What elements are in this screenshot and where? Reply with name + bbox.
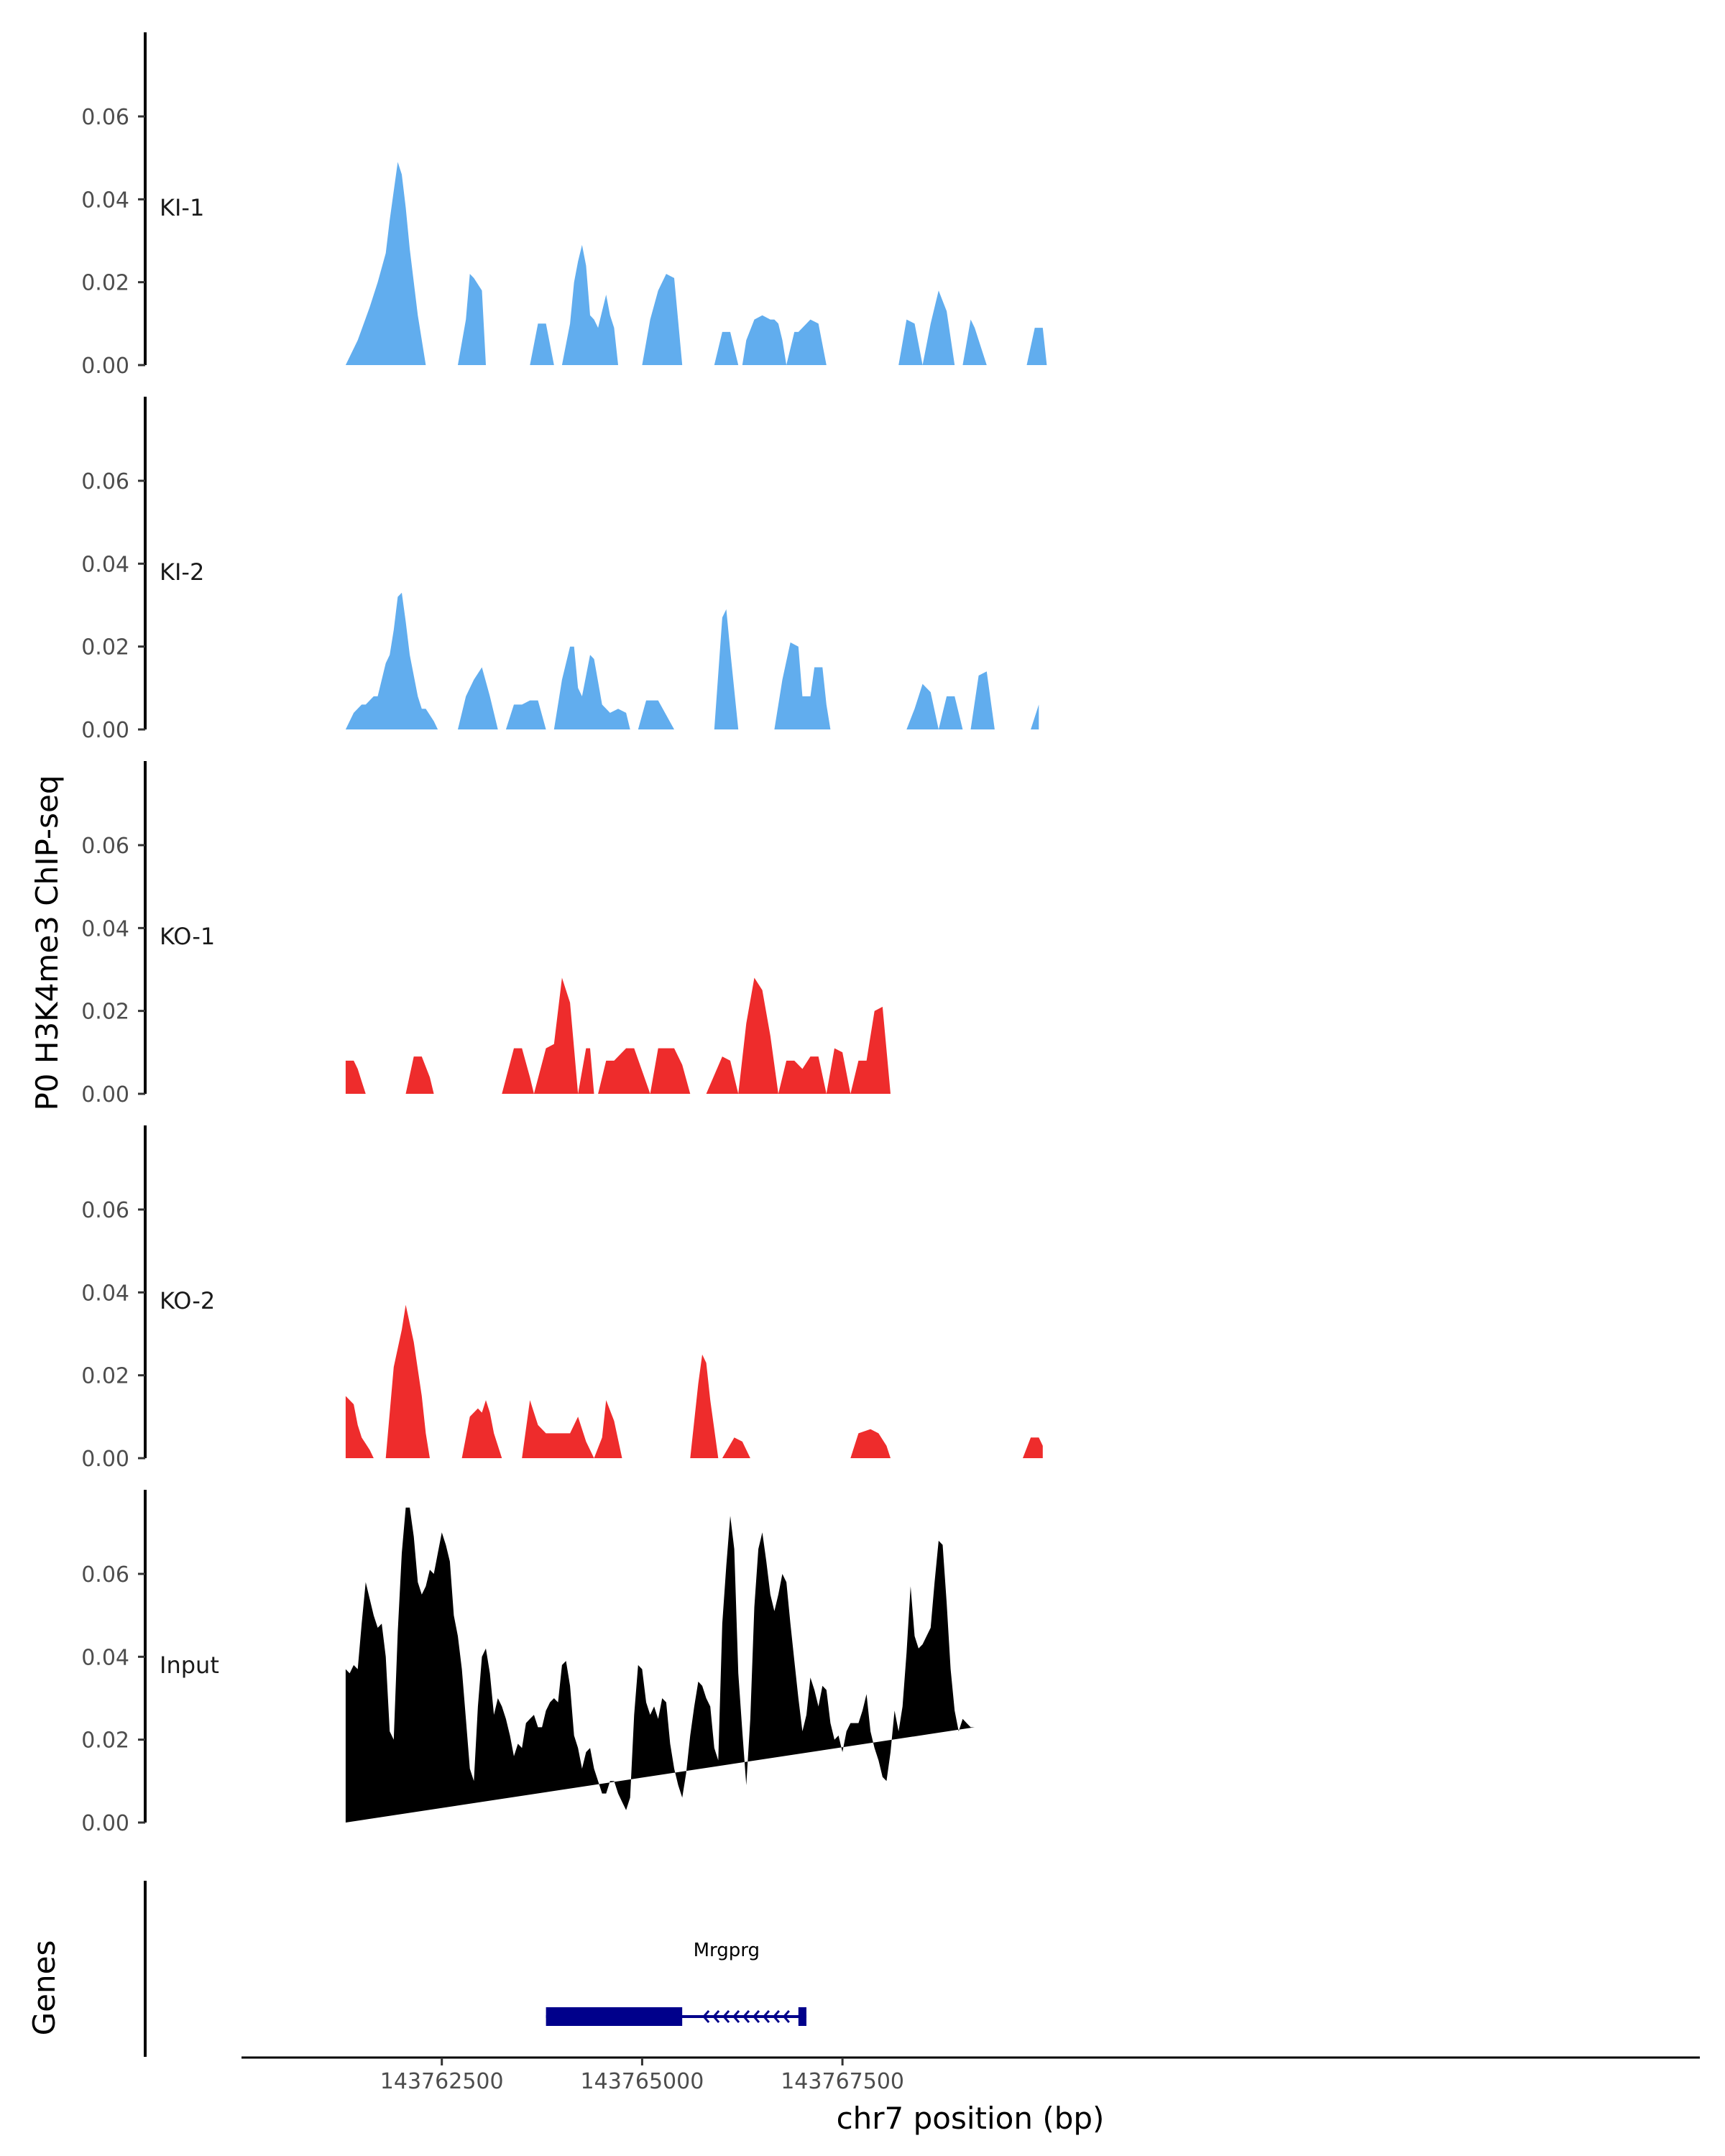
y-axis-title-group: P0 H3K4me3 ChIP-seq [29,775,65,1110]
track-ko-1: 0.00 0.02 0.04 0.06 KO-1 [81,761,939,1107]
genes-panel: Genes Mrgprg [27,1881,806,2057]
x-axis-title: chr7 position (bp) [837,2101,1105,2136]
y-tick-label: 0.04 [81,552,129,577]
y-tick-label: 0.00 [81,354,129,379]
track-label: KO-1 [160,923,215,950]
strand-arrow [772,2010,780,2023]
y-tick-label: 0.06 [81,1198,129,1223]
y-tick-label: 0.06 [81,105,129,130]
strand-arrow [752,2010,760,2023]
y-tick-label: 0.06 [81,1562,129,1588]
y-axis-title: P0 H3K4me3 ChIP-seq [29,775,65,1110]
y-tick-label: 0.04 [81,1281,129,1306]
y-tick-label: 0.02 [81,635,129,660]
track-panels: 0.00 0.02 0.04 0.06 KI-1 0.00 0.02 0.04 0.06 KI-2… [81,32,1047,1836]
x-ticks: 143762500 143765000 143767500 [380,2058,904,2094]
y-tick-label: 0.00 [81,1082,129,1107]
track-label: Input [160,1651,219,1679]
y-tick-label: 0.02 [81,1728,129,1754]
strand-arrow [742,2010,750,2023]
track-ko-2: 0.00 0.02 0.04 0.06 KO-2 [81,1125,1043,1472]
strand-arrow [782,2010,790,2023]
gene-exon-block [798,2007,806,2026]
strand-arrow [702,2010,710,2023]
strand-arrow [762,2010,770,2023]
y-tick-label: 0.04 [81,188,129,213]
track-input: 0.00 0.02 0.04 0.06 Input [81,1490,975,1836]
track-ki-2: 0.00 0.02 0.04 0.06 KI-2 [81,397,1039,743]
coverage-area [345,1507,975,1823]
strand-arrow [722,2010,730,2023]
track-label: KI-1 [160,194,204,221]
coverage-area [345,592,1039,729]
y-tick-label: 0.06 [81,834,129,859]
x-axis: 143762500 143765000 143767500 chr7 positio… [242,2056,1700,2136]
x-tick-label: 143765000 [581,2069,704,2094]
gene-label: Mrgprg [694,1940,760,1961]
y-tick-label: 0.00 [81,718,129,743]
coverage-area [345,1304,1043,1458]
strand-arrow [712,2010,720,2023]
y-tick-label: 0.02 [81,1364,129,1389]
y-tick-label: 0.04 [81,916,129,941]
track-label: KI-2 [160,558,204,586]
y-tick-label: 0.02 [81,1000,129,1025]
y-tick-label: 0.04 [81,1645,129,1670]
genes-axis-title: Genes [27,1940,62,2036]
gene-mrgprg: Mrgprg [546,1940,806,2026]
track-label: KO-2 [160,1287,215,1314]
y-tick-label: 0.06 [81,469,129,494]
coverage-area [345,162,1047,365]
coverage-area [345,977,939,1094]
gene-models: Mrgprg [546,1940,806,2026]
track-ki-1: 0.00 0.02 0.04 0.06 KI-1 [81,32,1047,379]
x-tick-label: 143767500 [781,2069,904,2094]
y-tick-label: 0.00 [81,1447,129,1472]
x-tick-label: 143762500 [380,2069,504,2094]
gene-exon-block [546,2007,683,2026]
strand-arrow [732,2010,740,2023]
y-tick-label: 0.00 [81,1811,129,1836]
y-tick-label: 0.02 [81,271,129,296]
